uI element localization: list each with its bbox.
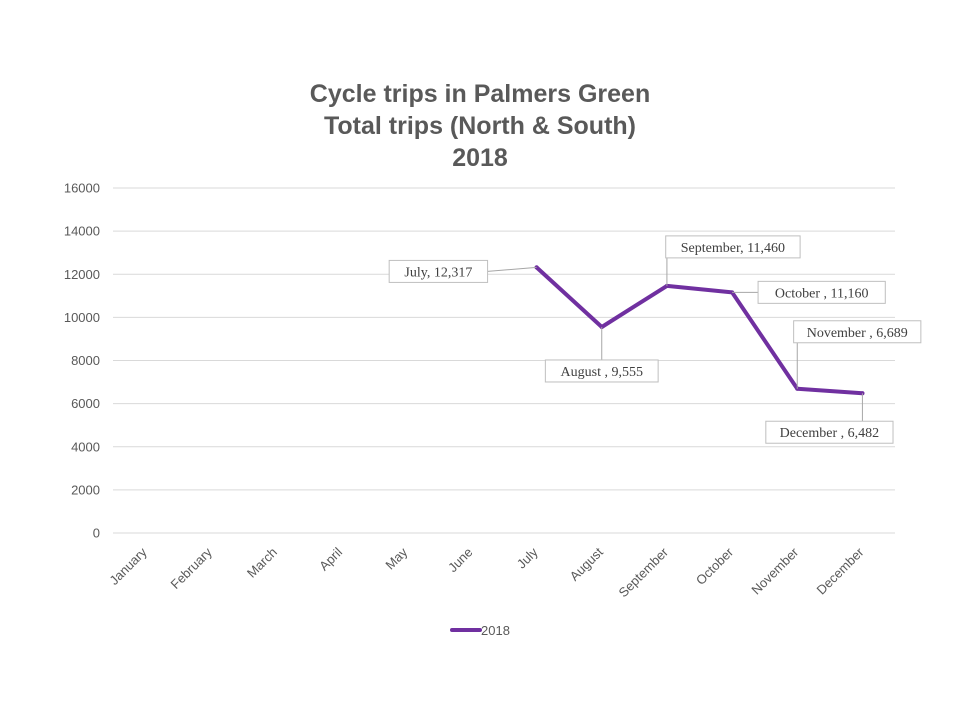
y-tick-label: 16000 [64, 181, 100, 196]
leader-line [487, 266, 537, 272]
data-label: November , 6,689 [807, 326, 908, 341]
x-tick-label: February [167, 544, 215, 592]
series-2018 [534, 265, 865, 396]
series-line [534, 265, 865, 396]
data-label-box [793, 320, 922, 344]
data-label-box [765, 420, 894, 444]
data-label: September, 11,460 [681, 241, 785, 256]
data-label: July, 12,317 [404, 265, 472, 280]
legend: 2018 [450, 623, 510, 638]
x-tick-label: May [382, 544, 410, 572]
title-line-1: Cycle trips in Palmers Green [309, 80, 651, 108]
y-tick-label: 2000 [71, 482, 100, 497]
data-label: December , 6,482 [780, 426, 880, 441]
y-tick-label: 6000 [71, 396, 100, 411]
y-tick-label: 8000 [71, 353, 100, 368]
x-tick-label: April [316, 544, 345, 573]
data-label-box [757, 280, 886, 304]
y-tick-label: 10000 [64, 310, 100, 325]
chart-title: Cycle trips in Palmers Green Total trips… [0, 78, 960, 174]
data-label-box [665, 235, 801, 259]
title-line-2: Total trips (North & South) [324, 112, 636, 140]
x-tick-label: January [106, 544, 150, 588]
x-tick-label: October [693, 544, 737, 588]
y-tick-label: 0 [93, 526, 100, 541]
data-label-box [544, 359, 659, 383]
x-tick-label: November [748, 544, 801, 597]
x-tick-label: June [445, 545, 476, 576]
title-line-3: 2018 [452, 144, 508, 172]
y-axis-ticks: 0 2000 4000 6000 8000 10000 12000 14000 16000 [64, 181, 100, 541]
x-tick-label: September [615, 544, 671, 600]
y-tick-label: 14000 [64, 224, 100, 239]
legend-label: 2018 [481, 623, 510, 638]
data-labels: July, 12,317 August , 9,555 September, 11,… [388, 235, 922, 444]
data-label-box [388, 259, 489, 283]
x-tick-label: March [244, 545, 280, 581]
x-tick-label: July [514, 544, 541, 571]
x-axis-ticks: January February March April May June July Augu… [106, 544, 867, 600]
data-label: October , 11,160 [775, 286, 869, 301]
x-tick-label: December [814, 544, 867, 597]
x-tick-label: August [567, 544, 606, 583]
data-label: August , 9,555 [561, 365, 643, 380]
y-tick-label: 12000 [64, 267, 100, 282]
y-tick-label: 4000 [71, 439, 100, 454]
gridlines [113, 187, 895, 534]
